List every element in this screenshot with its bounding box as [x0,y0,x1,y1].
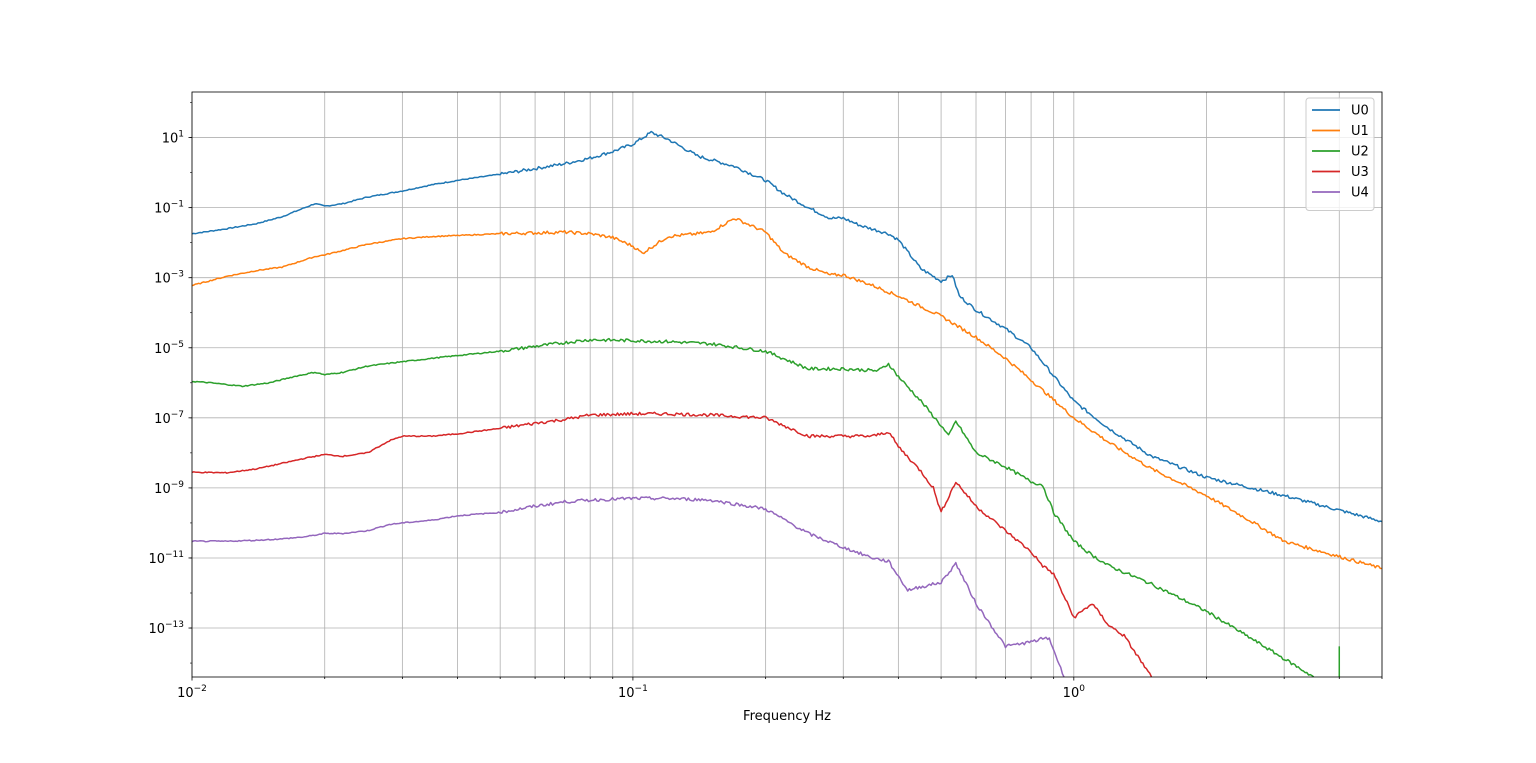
legend-box [1305,97,1375,211]
y-axis-ticks: 101 10−1 10−3 10−5 10−7 10−9 10−11 10−13 [148,102,192,664]
x-tick-label: 10−1 [618,684,648,701]
y-tick-label: 101 [162,130,184,147]
y-tick-label: 10−11 [148,550,184,567]
series-line-u3 [192,411,1153,677]
plot-background [192,92,1382,677]
x-axis-label: Frequency Hz [743,709,831,724]
series-layer [192,130,1382,677]
y-tick-label: 10−7 [154,410,184,427]
series-line-u4 [192,496,1065,677]
x-tick-label: 10−2 [177,684,207,701]
legend: U0 U1 U2 U3 U4 [1305,97,1375,211]
x-tick-label: 100 [1063,684,1086,701]
series-line-u1 [192,218,1382,570]
legend-label: U1 [1351,124,1369,139]
y-tick-label: 10−5 [154,340,184,357]
y-tick-label: 10−13 [148,620,184,637]
legend-label: U3 [1351,165,1369,180]
y-tick-label: 10−3 [154,270,184,287]
y-tick-label: 10−1 [154,200,184,217]
series-line-u2 [192,337,1315,677]
x-axis-ticks: 10−2 10−1 100 [177,677,1383,701]
plot-frame [191,91,1383,678]
y-tick-label: 10−9 [154,480,184,497]
legend-label: U2 [1351,145,1369,160]
series-line-u0 [192,130,1382,523]
legend-label: U4 [1351,186,1369,201]
legend-label: U0 [1351,104,1369,119]
